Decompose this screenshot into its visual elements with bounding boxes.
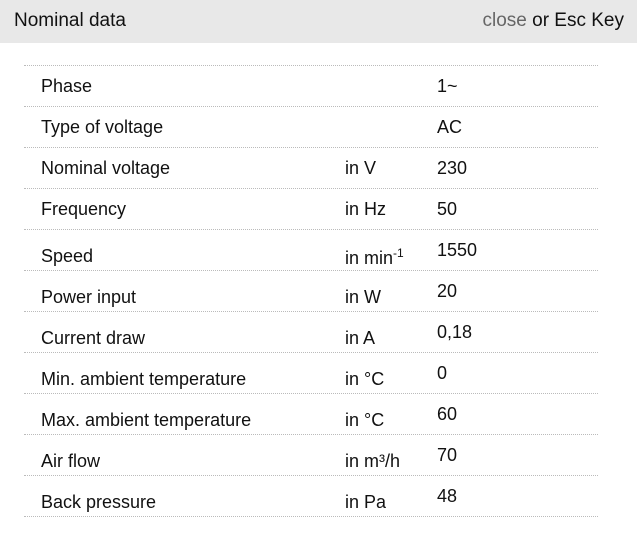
row-unit: in °C [345, 410, 385, 430]
row-label: Phase [41, 76, 93, 96]
close-link[interactable]: close [482, 10, 527, 31]
row-value: 20 [437, 281, 458, 301]
table-row: Back pressure in Pa 48 [24, 476, 598, 517]
row-label: Air flow [41, 451, 101, 471]
row-label: Max. ambient temperature [41, 410, 252, 430]
table-row: Phase 1~ [24, 66, 598, 107]
row-unit: in A [345, 328, 376, 348]
unit-exponent: -1 [393, 246, 404, 260]
row-unit: in Hz [345, 199, 387, 219]
row-label: Type of voltage [41, 117, 164, 137]
dialog-header: Nominal data close or Esc Key [0, 0, 637, 43]
unit-text: in min [345, 248, 394, 268]
row-unit: in min-1 [345, 246, 404, 269]
row-value: AC [437, 117, 463, 137]
table-row: Nominal voltage in V 230 [24, 148, 598, 189]
row-value: 1~ [437, 76, 458, 96]
row-value: 230 [437, 158, 468, 178]
close-hint: close or Esc Key [482, 10, 624, 32]
table-row: Min. ambient temperature in °C 0 [24, 353, 598, 394]
row-label: Speed [41, 246, 94, 266]
row-unit: in °C [345, 369, 385, 389]
row-label: Current draw [41, 328, 146, 348]
row-value: 48 [437, 486, 458, 506]
dialog-title: Nominal data [14, 10, 126, 31]
row-label: Frequency [41, 199, 127, 219]
table-row: Frequency in Hz 50 [24, 189, 598, 230]
row-value: 50 [437, 199, 458, 219]
table-row: Type of voltage AC [24, 107, 598, 148]
row-unit: in V [345, 158, 377, 178]
row-label: Nominal voltage [41, 158, 171, 178]
row-label: Min. ambient temperature [41, 369, 247, 389]
row-value: 1550 [437, 240, 478, 260]
close-hint-text: or Esc Key [526, 10, 624, 31]
row-value: 70 [437, 445, 458, 465]
table-row: Current draw in A 0,18 [24, 312, 598, 353]
nominal-data-table: Phase 1~ Type of voltage AC Nominal voltage i… [24, 65, 598, 517]
row-value: 60 [437, 404, 458, 424]
table-row: Air flow in m³/h 70 [24, 435, 598, 476]
row-unit: in W [345, 287, 381, 307]
row-unit: in Pa [345, 492, 387, 512]
row-value: 0 [437, 363, 448, 383]
table-row: Power input in W 20 [24, 271, 598, 312]
row-label: Power input [41, 287, 137, 307]
row-unit: in m³/h [345, 451, 401, 471]
table-row: Max. ambient temperature in °C 60 [24, 394, 598, 435]
row-value: 0,18 [437, 322, 473, 342]
table-row: Speed in min-1 1550 [24, 230, 598, 271]
row-label: Back pressure [41, 492, 157, 512]
